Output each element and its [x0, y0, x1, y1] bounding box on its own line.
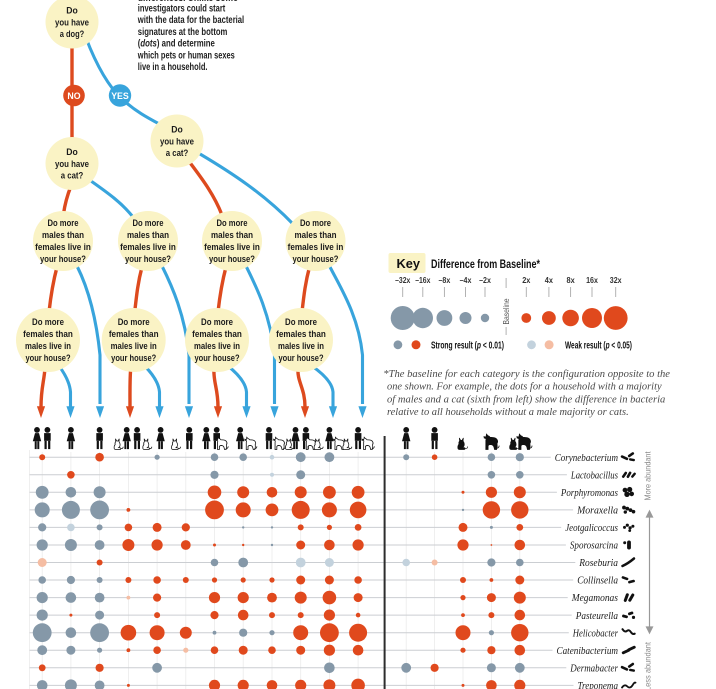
svg-text:Dermabacter: Dermabacter: [569, 663, 618, 674]
svg-text:Jeotgalicoccus: Jeotgalicoccus: [565, 523, 618, 534]
svg-text:Roseburia: Roseburia: [578, 558, 618, 569]
svg-text:Weak result (p < 0.05): Weak result (p < 0.05): [565, 341, 632, 352]
svg-text:Catenibacterium: Catenibacterium: [557, 646, 619, 657]
svg-text:Lactobacillus: Lactobacillus: [570, 470, 618, 481]
svg-text:Strong result (p < 0.01): Strong result (p < 0.01): [431, 341, 504, 352]
svg-text:Corynebacterium: Corynebacterium: [555, 453, 619, 464]
svg-text:Key: Key: [397, 257, 421, 271]
svg-text:Less abundant: Less abundant: [643, 641, 653, 689]
svg-text:differences. Unlike some: differences. Unlike some: [138, 0, 238, 4]
svg-text:Megamonas: Megamonas: [571, 593, 618, 604]
svg-text:NO: NO: [67, 91, 80, 101]
svg-text:YES: YES: [111, 91, 129, 101]
svg-text:Baseline: Baseline: [502, 299, 511, 325]
svg-text:Moraxella: Moraxella: [576, 506, 618, 517]
svg-text:Sporosarcina: Sporosarcina: [570, 541, 618, 552]
svg-text:Treponema: Treponema: [578, 681, 619, 689]
svg-text:Porphyromonas: Porphyromonas: [560, 488, 618, 499]
svg-text:–4x: –4x: [460, 275, 472, 285]
svg-text:–2x: –2x: [479, 275, 491, 285]
svg-text:Collinsella: Collinsella: [577, 576, 618, 587]
svg-text:8x: 8x: [567, 275, 575, 285]
svg-text:16x: 16x: [586, 275, 598, 285]
svg-text:Difference from Baseline*: Difference from Baseline*: [431, 259, 540, 271]
svg-text:–8x: –8x: [439, 275, 451, 285]
svg-text:More abundant: More abundant: [643, 451, 653, 501]
svg-text:2x: 2x: [522, 275, 530, 285]
svg-text:4x: 4x: [545, 275, 553, 285]
svg-text:Helicobacter: Helicobacter: [572, 628, 619, 639]
svg-text:Pasteurella: Pasteurella: [575, 611, 618, 622]
svg-text:*The baseline for each categor: *The baseline for each category is the c…: [383, 369, 670, 418]
svg-text:–16x: –16x: [415, 275, 430, 285]
svg-text:32x: 32x: [610, 275, 622, 285]
svg-text:–32x: –32x: [395, 275, 410, 285]
